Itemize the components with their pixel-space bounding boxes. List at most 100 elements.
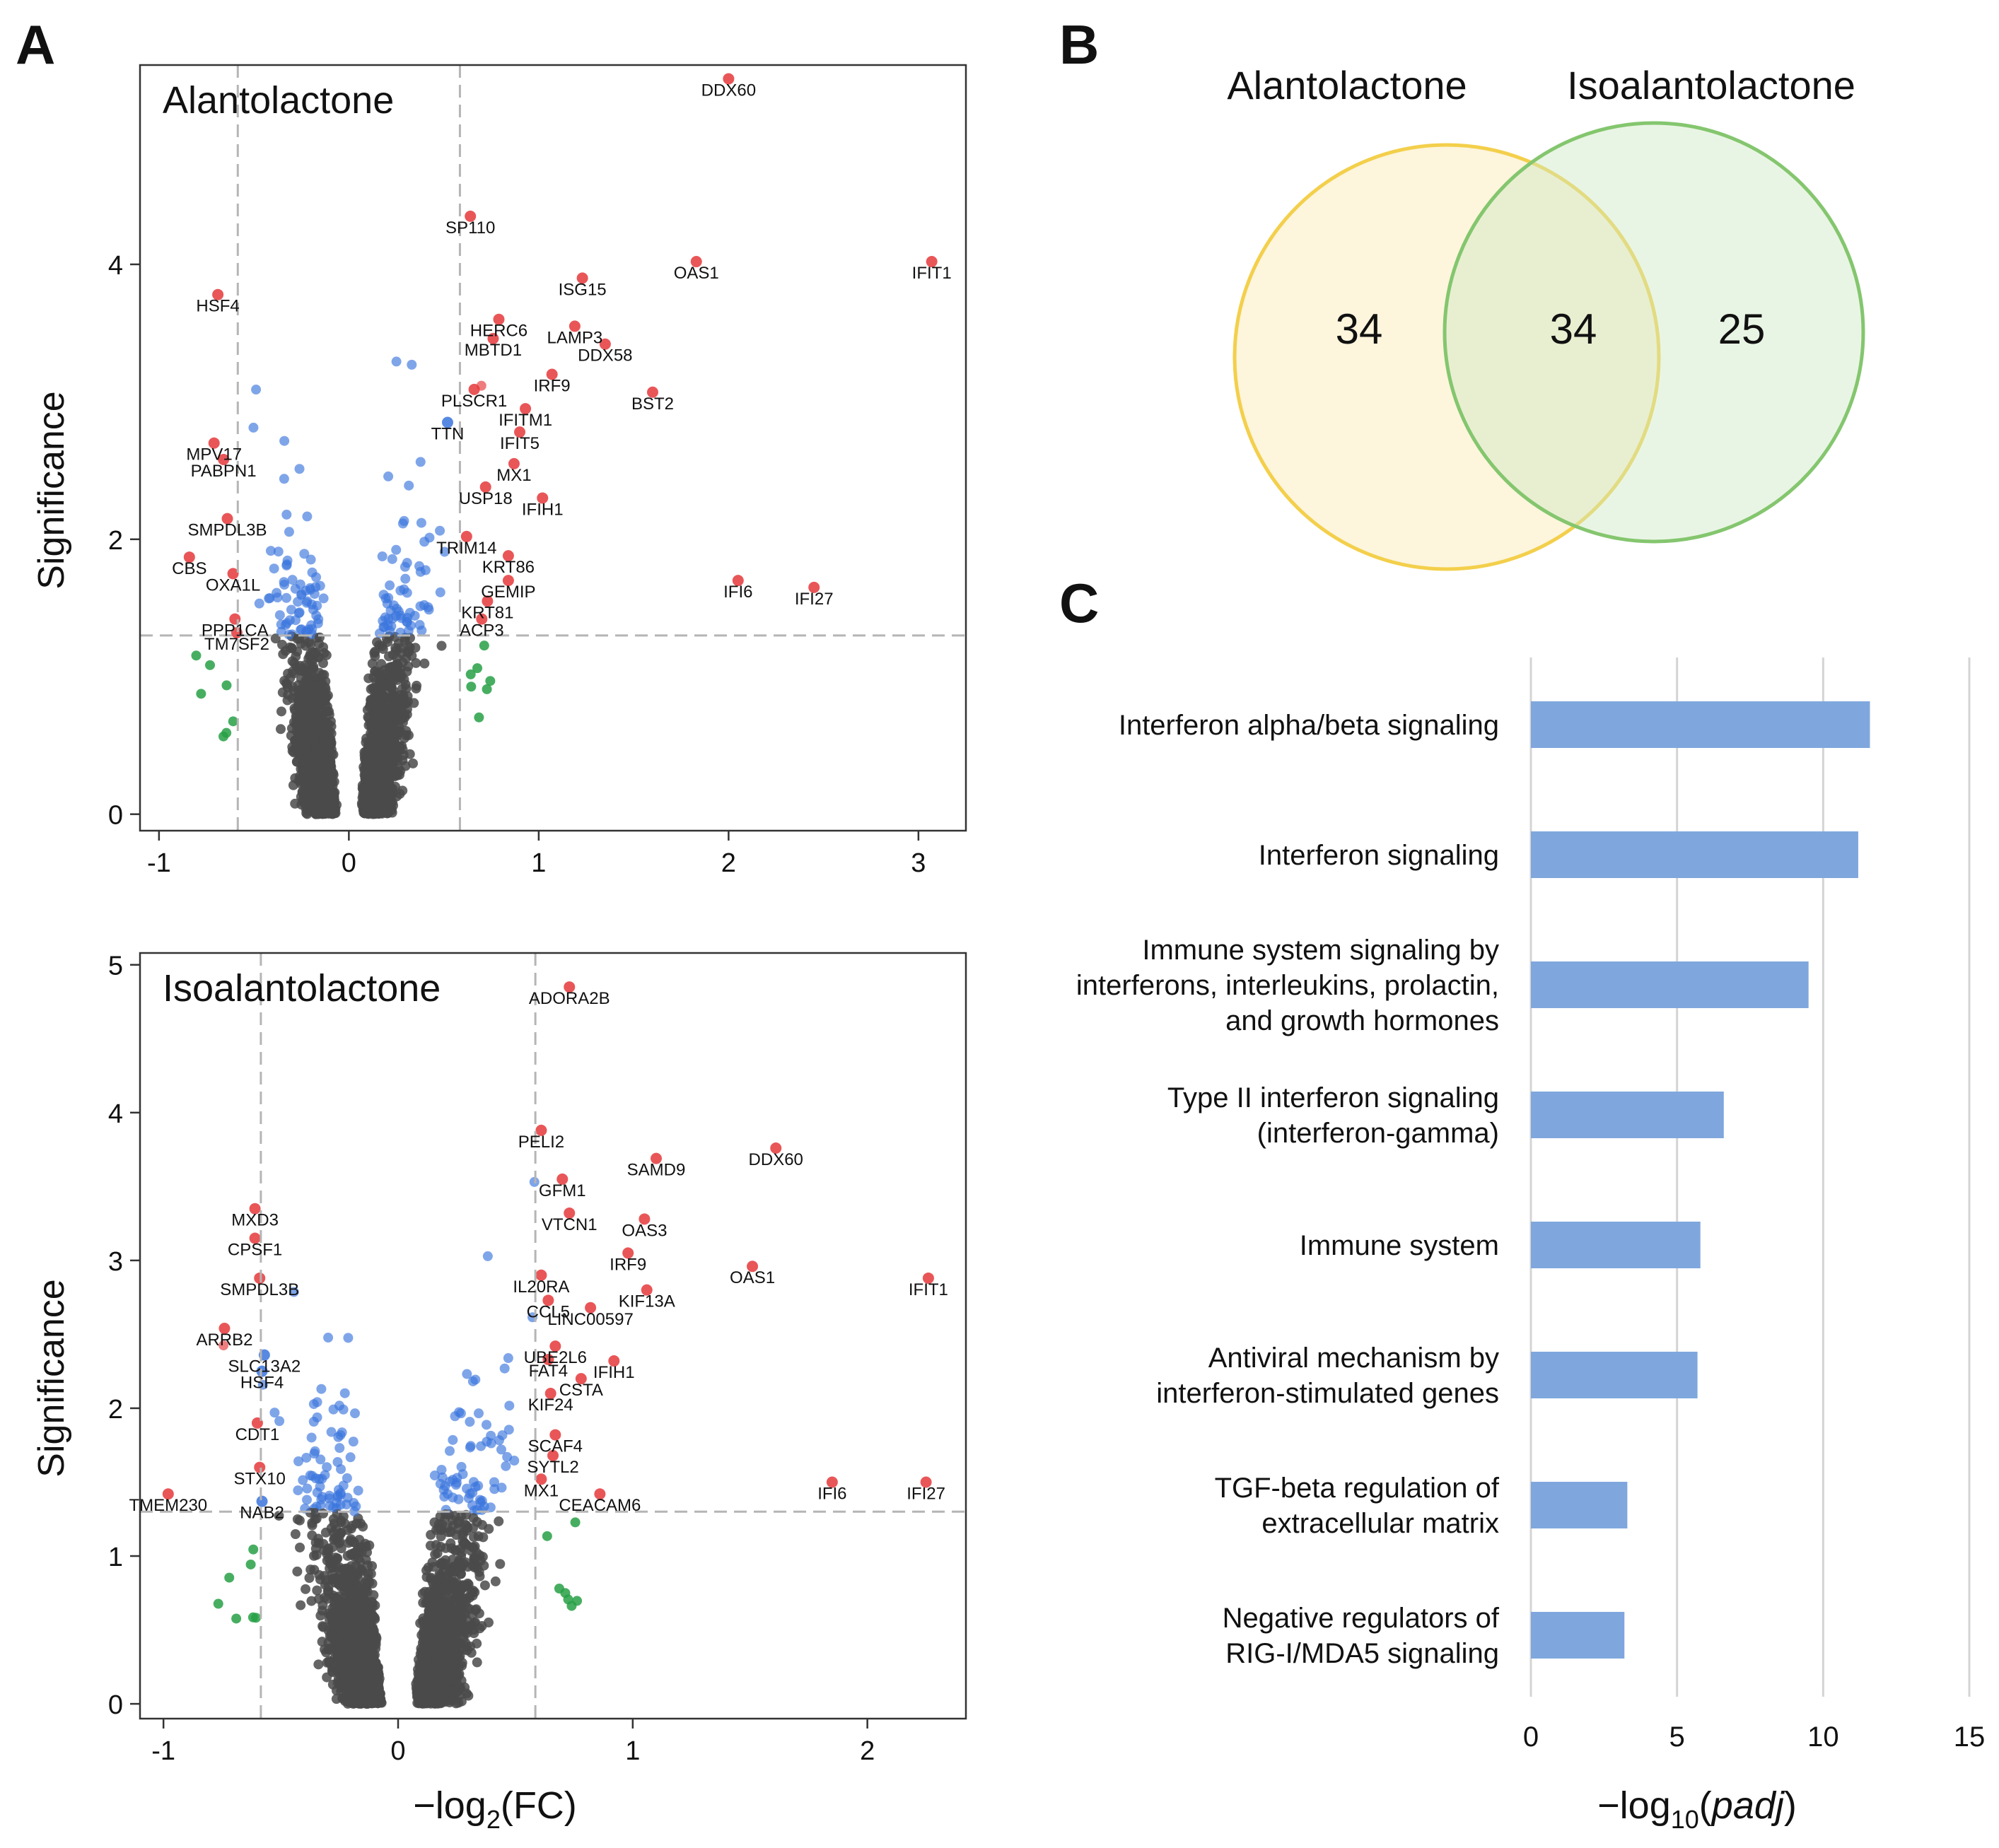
data-point [490, 1576, 501, 1586]
data-point [322, 1672, 332, 1683]
data-point [282, 695, 293, 706]
data-point [290, 583, 301, 594]
data-point [290, 798, 301, 809]
data-point [453, 1524, 463, 1534]
data-point [404, 480, 414, 491]
data-point [407, 650, 417, 661]
data-point-labeled [723, 73, 735, 85]
data-point [301, 1584, 311, 1594]
data-point [483, 1618, 494, 1628]
y-tick-label: 4 [108, 251, 123, 281]
gene-label: MPV17 [186, 445, 242, 464]
data-point [315, 1454, 326, 1465]
data-point [429, 1517, 440, 1528]
gene-label: IFIT5 [500, 434, 540, 453]
data-point [396, 648, 407, 658]
plot-frame [139, 64, 967, 832]
data-point [328, 795, 339, 805]
panel-label-c: C [1059, 572, 1099, 634]
data-point [273, 546, 284, 557]
data-point-labeled [646, 386, 658, 398]
data-point [272, 587, 282, 598]
data-point [295, 1542, 305, 1552]
data-point [476, 1441, 486, 1451]
data-point [466, 682, 477, 692]
data-point [205, 660, 216, 670]
data-point [435, 1478, 445, 1489]
data-point [251, 385, 262, 395]
data-point-labeled [487, 332, 499, 344]
data-point [221, 680, 232, 691]
data-point [373, 763, 384, 773]
data-point [378, 690, 388, 701]
data-point [305, 1565, 316, 1575]
data-point [482, 1251, 493, 1261]
data-point [289, 717, 299, 727]
data-point-labeled [808, 581, 820, 593]
data-point [284, 527, 294, 537]
data-point [299, 549, 310, 559]
data-point [312, 600, 322, 611]
data-point [484, 1524, 494, 1534]
data-point [248, 422, 259, 433]
x-tick-label: 2 [721, 848, 736, 878]
gene-label: DDX58 [578, 346, 632, 365]
data-point [396, 714, 407, 725]
data-point [466, 1647, 477, 1658]
data-point [274, 1510, 284, 1521]
data-point [504, 1400, 515, 1411]
data-point [499, 1363, 510, 1374]
data-point [416, 517, 426, 528]
data-point [310, 694, 320, 705]
data-point [485, 676, 496, 686]
data-point [414, 619, 425, 630]
gene-label: OXA1L [206, 575, 260, 595]
data-point [472, 1657, 482, 1668]
data-point [456, 1461, 467, 1472]
points-layer [183, 73, 938, 819]
data-point [311, 684, 322, 695]
data-point [401, 683, 412, 694]
data-point [294, 1515, 305, 1526]
data-point-labeled [926, 256, 938, 268]
data-point [325, 781, 336, 792]
data-point [296, 778, 306, 789]
x-tick-label: 3 [911, 848, 926, 878]
data-point [298, 1475, 308, 1485]
data-point [400, 573, 411, 584]
gene-label: TTN [431, 425, 465, 444]
data-point [269, 1408, 280, 1418]
data-point [429, 1470, 440, 1481]
data-point [301, 626, 312, 637]
data-point [342, 1473, 352, 1483]
data-point [310, 792, 320, 802]
data-point [501, 1461, 511, 1471]
data-point [397, 518, 408, 529]
data-point-labeled [476, 613, 488, 625]
data-point [339, 1388, 350, 1398]
data-point [360, 772, 371, 783]
data-point [375, 775, 385, 785]
data-point [309, 589, 320, 600]
data-point [353, 1584, 363, 1594]
gene-label: SP110 [445, 218, 495, 238]
data-point [324, 1493, 334, 1504]
data-point [301, 1452, 312, 1463]
data-point [419, 537, 430, 547]
data-point [280, 645, 291, 656]
gene-label: HSF4 [196, 297, 239, 316]
y-axis: 024 [108, 251, 140, 831]
data-point [415, 457, 426, 467]
x-tick-label: 1 [531, 848, 546, 878]
data-point [327, 802, 338, 812]
data-point [408, 758, 419, 768]
data-point [391, 703, 402, 713]
data-point-labeled [546, 368, 558, 380]
data-point [463, 1690, 474, 1701]
data-point [321, 736, 332, 747]
data-point [474, 712, 484, 723]
gene-label: PPP1CA [202, 621, 269, 641]
data-point [366, 779, 377, 790]
data-point [381, 633, 392, 644]
